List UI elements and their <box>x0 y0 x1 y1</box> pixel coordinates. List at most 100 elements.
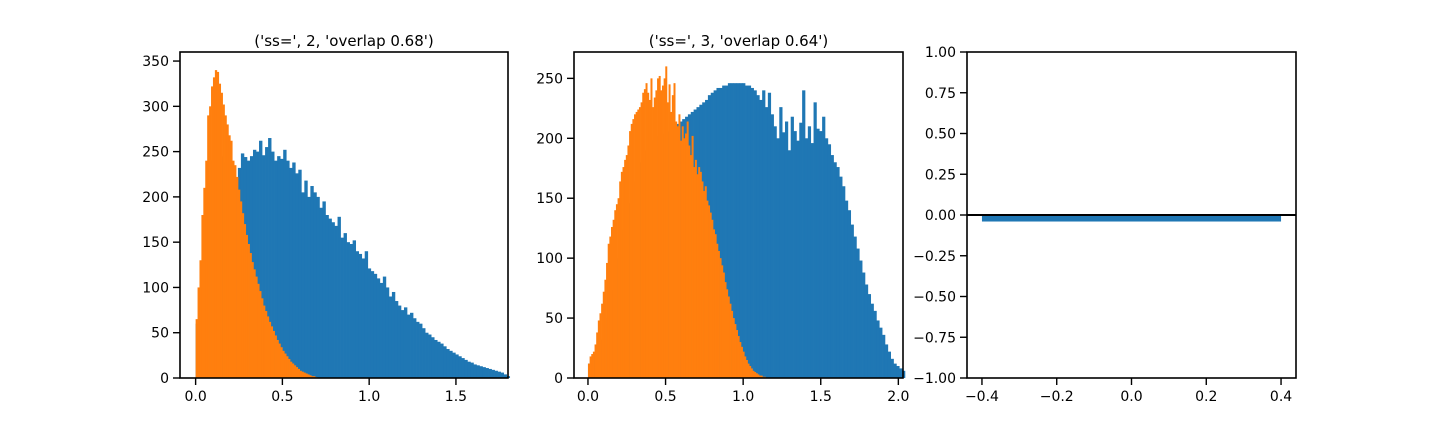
histogram-bar <box>691 135 694 378</box>
histogram-bar <box>844 200 849 378</box>
histogram-bar <box>767 92 772 378</box>
histogram-bar <box>839 176 843 378</box>
histogram-bar <box>675 121 678 378</box>
histogram-bar <box>755 373 758 378</box>
histogram-bar <box>765 107 769 378</box>
histogram-bar <box>779 107 783 378</box>
histogram-bar <box>599 313 602 378</box>
histogram-bar <box>787 150 792 378</box>
y-tick-label: 200 <box>536 131 563 147</box>
histogram-bar <box>205 160 208 378</box>
x-tick-label: 1.0 <box>358 389 380 405</box>
x-tick-label: 2.0 <box>887 389 909 405</box>
histogram-bar <box>277 156 281 378</box>
y-tick-label: 300 <box>142 99 169 115</box>
histogram-bar <box>747 363 750 378</box>
histogram-bar <box>647 92 650 378</box>
histogram-bar <box>214 70 218 379</box>
histogram-bar <box>247 243 250 378</box>
histogram-bar <box>704 186 707 378</box>
histogram-bar <box>709 212 712 378</box>
histogram-bar <box>655 90 658 378</box>
histogram-bar <box>688 145 691 378</box>
y-tick-label: 250 <box>142 145 169 161</box>
histogram-bar <box>400 310 405 378</box>
histogram-series-2 <box>587 66 766 379</box>
y-tick-label: 200 <box>142 190 169 206</box>
histogram-bar <box>733 83 737 378</box>
x-tick-label: −0.2 <box>1040 389 1074 405</box>
subplot-title: ('ss=', 3, 'overlap 0.64') <box>649 32 829 50</box>
histogram-bar <box>643 89 646 379</box>
histogram-bar <box>241 213 245 378</box>
histogram-bar <box>726 289 729 378</box>
histogram-bar <box>629 131 632 378</box>
histogram-bar <box>416 321 420 378</box>
histogram-bar <box>303 372 306 378</box>
histogram-bar <box>385 287 390 378</box>
histogram-bar <box>802 90 806 378</box>
histogram-bar <box>740 346 743 378</box>
histogram-bar <box>253 269 256 378</box>
histogram-bar <box>410 312 414 378</box>
histogram-bar <box>331 222 335 378</box>
histogram-bar <box>719 258 722 378</box>
histogram-bar <box>870 303 874 378</box>
histogram-bar <box>307 196 311 378</box>
histogram-bar <box>827 144 832 378</box>
histogram-bar <box>364 251 369 378</box>
histogram-bar <box>271 151 275 378</box>
axes-frame <box>179 51 509 379</box>
histogram-bar <box>754 372 757 378</box>
histogram-bar <box>488 368 492 378</box>
y-tick-label: 50 <box>151 326 169 342</box>
y-tick-label: −0.25 <box>913 249 956 265</box>
histogram-bar <box>343 233 347 378</box>
histogram-bar <box>283 149 287 378</box>
histogram-bar <box>619 181 622 378</box>
histogram-bar <box>678 114 681 378</box>
histogram-bar <box>313 376 316 378</box>
histogram-bar <box>211 86 214 378</box>
histogram-bar <box>725 85 729 378</box>
histogram-bar <box>334 225 338 378</box>
histogram-bar <box>310 186 314 378</box>
histogram-bar <box>759 375 762 378</box>
histogram-bar <box>394 301 399 378</box>
histogram-bar <box>203 187 206 378</box>
histogram-bar <box>693 167 696 378</box>
histogram-bar <box>467 361 471 378</box>
histogram-bar <box>604 279 607 378</box>
histogram-bar <box>245 234 248 378</box>
histogram-bar <box>494 370 498 378</box>
histogram-bar <box>299 370 302 378</box>
histogram-bar <box>790 116 794 378</box>
histogram-bar <box>452 352 456 378</box>
histogram-bar <box>727 296 730 378</box>
histogram-bar <box>884 344 889 378</box>
x-tick-label: 0.0 <box>184 389 206 405</box>
y-tick-label: −0.75 <box>913 330 956 346</box>
y-tick-label: 150 <box>536 191 563 207</box>
histogram-bar <box>422 328 426 378</box>
histogram-bar <box>896 366 900 378</box>
histogram-bar <box>589 356 592 378</box>
histogram-bar <box>449 350 453 378</box>
histogram-bar <box>232 160 235 378</box>
histogram-bar <box>251 262 254 378</box>
histogram-bar <box>850 224 854 378</box>
x-tick-label: 0.0 <box>577 389 599 405</box>
histogram-bar <box>753 90 757 378</box>
bar <box>981 215 1282 222</box>
histogram-bar <box>750 368 753 378</box>
histogram-bar <box>316 196 320 378</box>
y-tick-label: 50 <box>545 311 563 327</box>
histogram-bar <box>261 298 264 378</box>
histogram-bar <box>722 272 725 378</box>
histogram-bar <box>793 131 797 378</box>
histogram-bar <box>873 310 877 378</box>
histogram-bar <box>757 374 760 378</box>
histogram-bar <box>301 371 304 378</box>
histogram-bar <box>742 83 746 378</box>
histogram-bar <box>473 364 477 378</box>
